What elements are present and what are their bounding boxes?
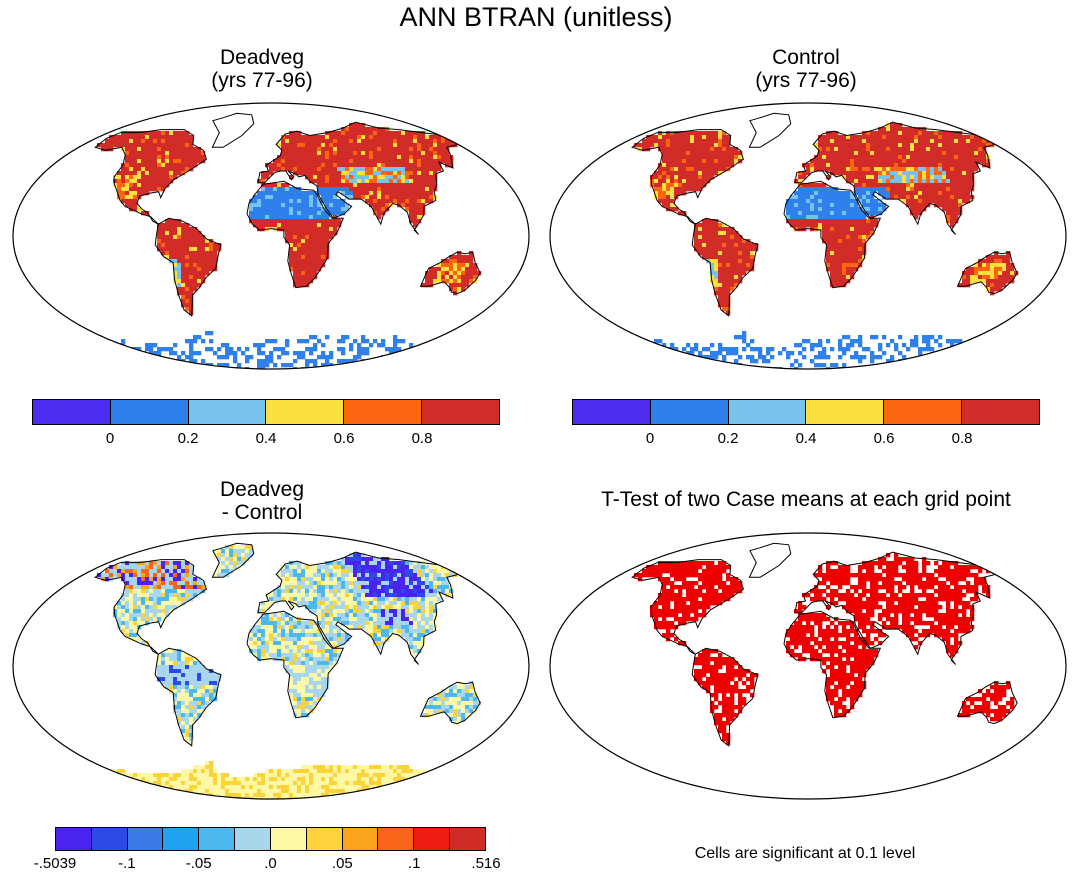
map-cells	[97, 545, 481, 801]
colorbar-cell	[805, 400, 883, 424]
colorbar-cell	[306, 828, 342, 850]
colorbar-cell	[650, 400, 728, 424]
colorbar-ticks-difference: -.5039-.1-.05.0.05.1.516	[55, 855, 486, 875]
colorbar-tick-label: 0.6	[874, 430, 895, 447]
colorbar-cell	[728, 400, 806, 424]
map-deadveg	[10, 100, 532, 372]
map-control	[547, 100, 1069, 372]
colorbar-tick-label: .0	[264, 855, 277, 872]
colorbar-ticks-deadveg: 0 0.2 0.4 0.6 0.8	[32, 430, 500, 450]
coastline-greenland	[212, 113, 253, 147]
colorbar-tick-label: -.5039	[34, 855, 77, 872]
colorbar-cell	[449, 828, 485, 850]
coastline-greenland	[749, 113, 790, 147]
colorbar-ticks-control: 0 0.2 0.4 0.6 0.8	[572, 430, 1040, 450]
colorbar-tick-label: -.1	[118, 855, 136, 872]
colorbar-cell	[162, 828, 198, 850]
colorbar-cell	[127, 828, 163, 850]
colorbar-tick-label: 0.4	[256, 430, 277, 447]
colorbar-cell	[343, 400, 421, 424]
colorbar-cell	[198, 828, 234, 850]
colorbar-cell	[421, 400, 499, 424]
colorbar-cell	[33, 400, 110, 424]
map-difference	[10, 530, 532, 802]
colorbar-cell	[413, 828, 449, 850]
colorbar-tick-label: 0.8	[952, 430, 973, 447]
panel-title-difference: Deadveg - Control	[132, 478, 392, 524]
colorbar-cell	[573, 400, 650, 424]
coastline-greenland	[749, 543, 790, 577]
colorbar-tick-label: 0	[106, 430, 114, 447]
panel-title-ttest: T-Test of two Case means at each grid po…	[540, 488, 1072, 512]
colorbar-tick-label: 0.4	[796, 430, 817, 447]
colorbar-control	[572, 399, 1040, 425]
main-title: ANN BTRAN (unitless)	[0, 2, 1072, 33]
colorbar-cell	[188, 400, 266, 424]
colorbar-tick-label: 0.2	[718, 430, 739, 447]
colorbar-tick-label: .05	[332, 855, 353, 872]
colorbar-cell	[883, 400, 961, 424]
colorbar-cell	[342, 828, 378, 850]
colorbar-cell	[961, 400, 1039, 424]
panel-title-control: Control (yrs 77-96)	[676, 46, 936, 92]
colorbar-tick-label: 0	[646, 430, 654, 447]
colorbar-tick-label: -.05	[186, 855, 212, 872]
colorbar-tick-label: 0.6	[334, 430, 355, 447]
colorbar-tick-label: 0.2	[178, 430, 199, 447]
colorbar-cell	[56, 828, 91, 850]
colorbar-cell	[377, 828, 413, 850]
map-ttest	[547, 530, 1069, 802]
colorbar-tick-label: 0.8	[412, 430, 433, 447]
panel-title-deadveg: Deadveg (yrs 77-96)	[132, 46, 392, 92]
colorbar-tick-label: .1	[408, 855, 421, 872]
colorbar-deadveg	[32, 399, 500, 425]
colorbar-cell	[234, 828, 270, 850]
colorbar-cell	[270, 828, 306, 850]
colorbar-tick-label: .516	[471, 855, 500, 872]
colorbar-cell	[110, 400, 188, 424]
colorbar-difference	[55, 827, 486, 851]
colorbar-cell	[265, 400, 343, 424]
ttest-note: Cells are significant at 0.1 level	[560, 845, 1050, 863]
colorbar-cell	[91, 828, 127, 850]
